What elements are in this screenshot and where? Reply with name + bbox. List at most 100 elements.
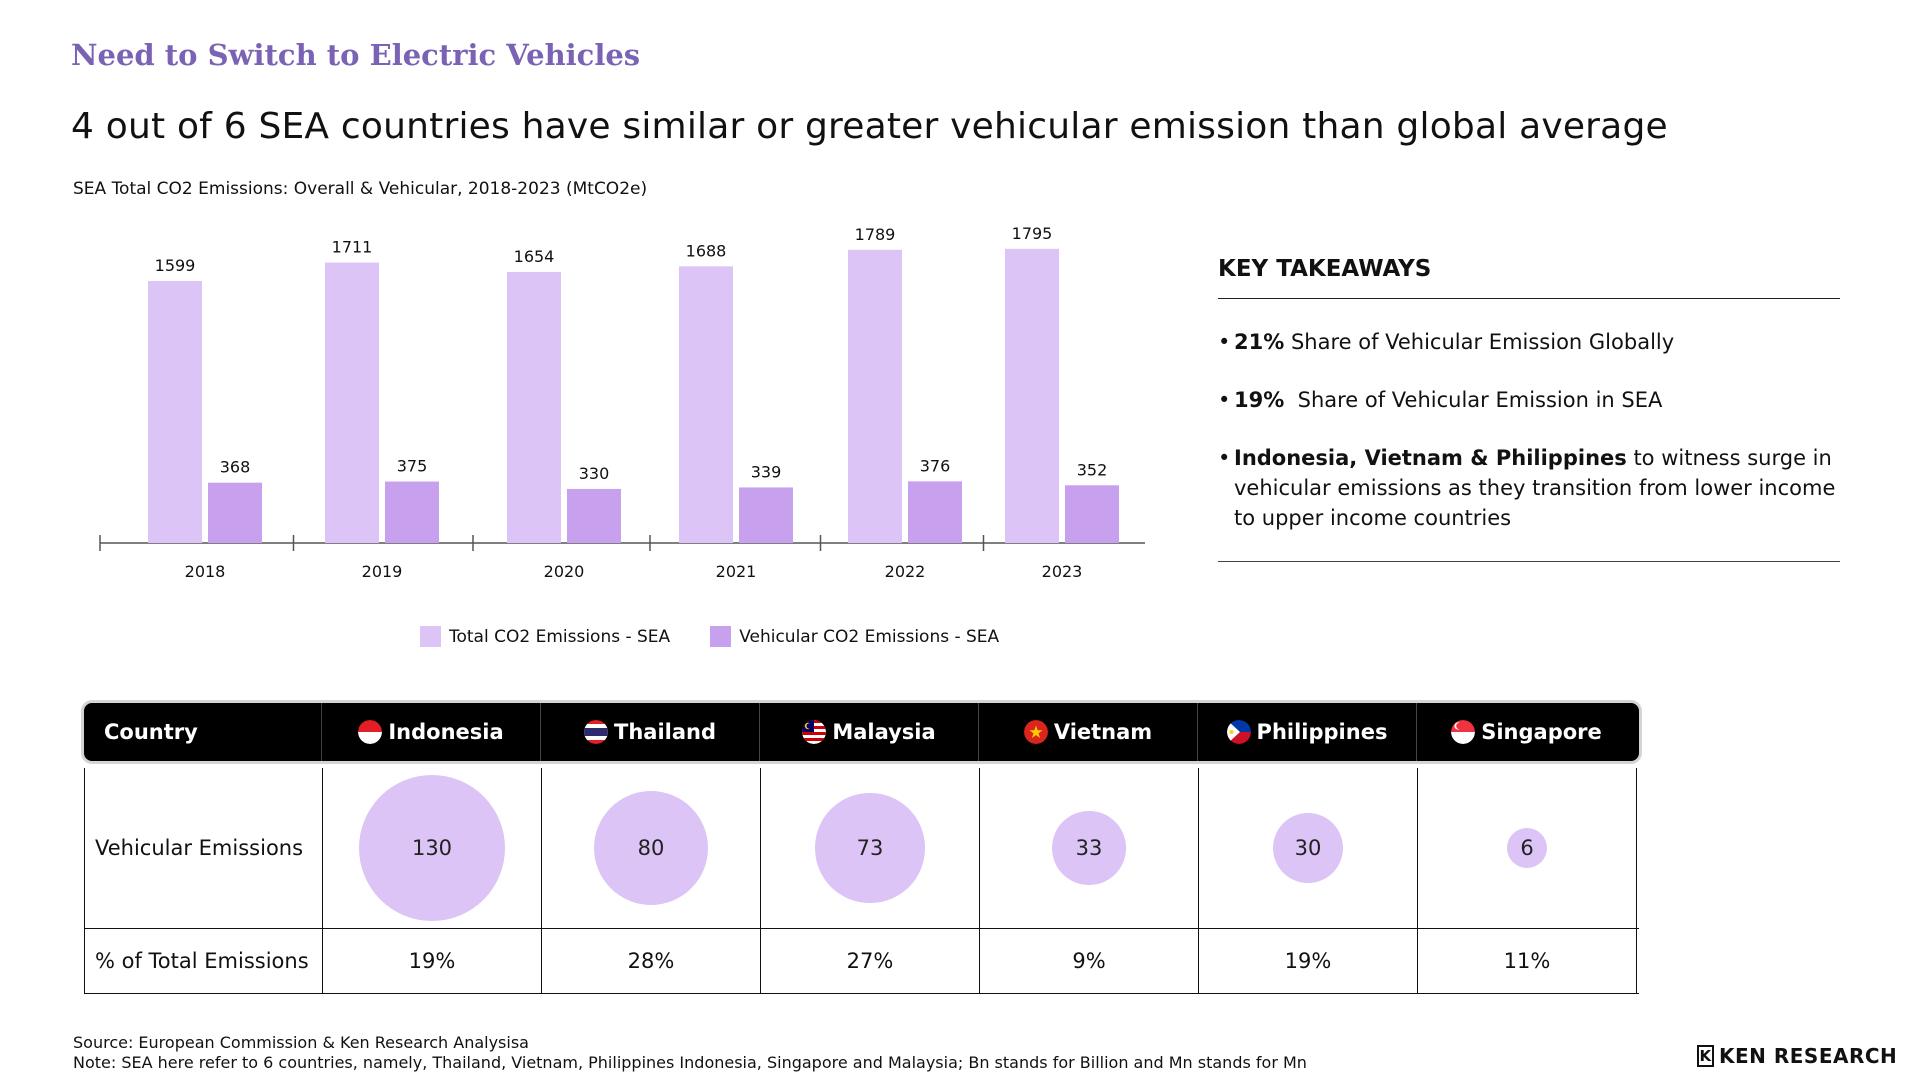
- emission-bubble: 73: [815, 793, 925, 903]
- legend-swatch-vehicular: [710, 626, 732, 647]
- country-name: Philippines: [1256, 720, 1388, 744]
- bar-total: [848, 249, 902, 543]
- table-header-row: Country Indonesia Thailand: [84, 703, 1639, 761]
- thailand-flag-icon: [584, 720, 608, 744]
- bar-total: [325, 262, 379, 543]
- key-takeaways-title: KEY TAKEAWAYS: [1218, 256, 1840, 299]
- country-name: Malaysia: [832, 720, 936, 744]
- takeaway-highlight: Indonesia, Vietnam & Philippines: [1234, 446, 1627, 470]
- pct-cell: 9%: [980, 929, 1199, 993]
- x-tick-label: 2023: [1042, 562, 1083, 581]
- table-row-pct-total: % of Total Emissions 19% 28% 27% 9% 19% …: [85, 929, 1639, 993]
- bar-vehicular: [739, 487, 793, 543]
- data-label: 1795: [1012, 224, 1053, 243]
- legend-item-total: Total CO2 Emissions - SEA: [420, 626, 670, 647]
- table-row-vehicular-emissions: Vehicular Emissions 130 80 73 33 30 6: [85, 768, 1639, 929]
- key-takeaways-list: 21% Share of Vehicular Emission Globally…: [1218, 327, 1840, 562]
- data-label: 1654: [514, 247, 555, 266]
- x-tick-label: 2020: [544, 562, 585, 581]
- data-label: 1688: [686, 241, 727, 260]
- footnote: Note: SEA here refer to 6 countries, nam…: [73, 1053, 1307, 1072]
- legend-label-vehicular: Vehicular CO2 Emissions - SEA: [739, 626, 1000, 647]
- column-header-vietnam: Vietnam: [979, 703, 1198, 761]
- source-note: Source: European Commission & Ken Resear…: [73, 1033, 529, 1052]
- row-label: Vehicular Emissions: [85, 768, 323, 928]
- data-label: 368: [220, 458, 251, 477]
- bar-vehicular: [1065, 485, 1119, 543]
- philippines-flag-icon: [1226, 720, 1251, 744]
- takeaway-item: 21% Share of Vehicular Emission Globally: [1218, 327, 1840, 357]
- data-label: 375: [397, 457, 428, 476]
- takeaway-highlight: 21%: [1234, 330, 1285, 354]
- bar-total: [148, 280, 202, 543]
- vehicular-cell: 130: [323, 768, 542, 928]
- takeaway-item: Indonesia, Vietnam & Philippines to witn…: [1218, 443, 1840, 533]
- column-header-thailand: Thailand: [541, 703, 760, 761]
- data-label: 376: [920, 456, 951, 475]
- emission-bubble: 6: [1507, 828, 1547, 868]
- takeaway-text: to witness surge in vehicular emissions …: [1234, 446, 1836, 530]
- bar-total: [1005, 248, 1059, 543]
- column-header-singapore: Singapore: [1417, 703, 1636, 761]
- vehicular-cell: 73: [761, 768, 980, 928]
- emission-bubble: 33: [1052, 811, 1126, 885]
- takeaway-item: 19% Share of Vehicular Emission in SEA: [1218, 385, 1840, 415]
- bar-vehicular: [567, 488, 621, 543]
- bar-total: [679, 266, 733, 543]
- indonesia-flag-icon: [358, 720, 383, 744]
- x-tick-label: 2018: [185, 562, 226, 581]
- data-label: 330: [579, 464, 610, 483]
- takeaway-text: Share of Vehicular Emission Globally: [1284, 330, 1675, 354]
- data-label: 1789: [855, 225, 896, 244]
- chart-title: SEA Total CO2 Emissions: Overall & Vehic…: [73, 179, 648, 199]
- emission-bubble: 30: [1272, 812, 1344, 884]
- column-header-indonesia: Indonesia: [322, 703, 541, 761]
- page-headline: 4 out of 6 SEA countries have similar or…: [71, 106, 1668, 147]
- section-title: Need to Switch to Electric Vehicles: [71, 38, 641, 72]
- row-label: % of Total Emissions: [85, 929, 323, 993]
- vehicular-cell: 33: [980, 768, 1199, 928]
- key-takeaways-panel: KEY TAKEAWAYS 21% Share of Vehicular Emi…: [1218, 256, 1840, 562]
- data-label: 339: [751, 462, 782, 481]
- brand-name: KEN RESEARCH: [1719, 1044, 1898, 1068]
- table-body: Vehicular Emissions 130 80 73 33 30 6 % …: [84, 768, 1639, 994]
- bar-vehicular: [208, 482, 262, 543]
- vehicular-cell: 6: [1418, 768, 1637, 928]
- country-name: Singapore: [1481, 720, 1602, 744]
- bar-total: [507, 271, 561, 543]
- vehicular-cell: 30: [1199, 768, 1418, 928]
- x-tick-label: 2019: [362, 562, 403, 581]
- column-header-country: Country: [84, 703, 322, 761]
- pct-cell: 19%: [1199, 929, 1418, 993]
- legend-swatch-total: [420, 626, 441, 647]
- brand-logo: K KEN RESEARCH: [1697, 1044, 1897, 1068]
- pct-cell: 19%: [323, 929, 542, 993]
- bar-vehicular: [908, 481, 962, 543]
- legend-label-total: Total CO2 Emissions - SEA: [449, 626, 671, 647]
- x-tick-label: 2021: [716, 562, 757, 581]
- takeaway-text: Share of Vehicular Emission in SEA: [1284, 388, 1663, 412]
- country-name: Thailand: [614, 720, 716, 744]
- country-name: Vietnam: [1053, 720, 1153, 744]
- data-label: 1711: [332, 238, 373, 257]
- malaysia-flag-icon: [802, 720, 827, 744]
- takeaway-highlight: 19%: [1234, 388, 1285, 412]
- emission-bubble: 130: [359, 775, 505, 921]
- emissions-bar-chart: 1599 368 2018 1711 375 2019 1654 330 2020 1688 339…: [99, 224, 1145, 581]
- data-label: 1599: [155, 256, 196, 275]
- vietnam-flag-icon: [1023, 720, 1048, 744]
- column-header-philippines: Philippines: [1198, 703, 1417, 761]
- column-header-malaysia: Malaysia: [760, 703, 979, 761]
- pct-cell: 27%: [761, 929, 980, 993]
- singapore-flag-icon: [1451, 720, 1476, 744]
- emission-bubble: 80: [593, 790, 709, 906]
- data-label: 352: [1077, 460, 1108, 479]
- country-name: Indonesia: [388, 720, 504, 744]
- legend-item-vehicular: Vehicular CO2 Emissions - SEA: [710, 626, 999, 647]
- pct-cell: 28%: [542, 929, 761, 993]
- x-tick-label: 2022: [885, 562, 926, 581]
- bar-vehicular: [385, 481, 439, 543]
- vehicular-cell: 80: [542, 768, 761, 928]
- ken-research-logo-icon: K: [1697, 1045, 1714, 1067]
- country-emissions-table: Country Indonesia Thailand: [84, 703, 1639, 994]
